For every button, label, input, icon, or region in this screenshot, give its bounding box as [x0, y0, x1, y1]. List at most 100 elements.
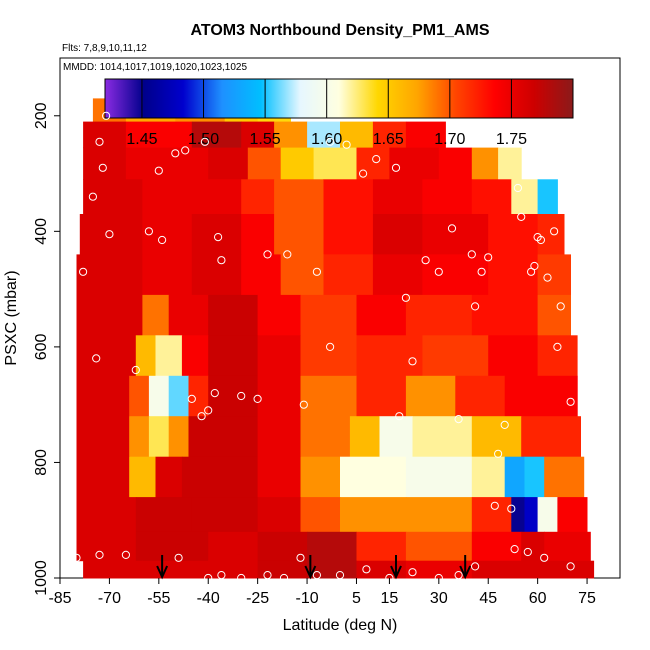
heatmap-cell — [471, 179, 512, 215]
down-arrow-icon — [156, 555, 169, 580]
heatmap-cell — [168, 294, 209, 336]
heatmap-cell — [471, 294, 539, 336]
heatmap-cell — [191, 179, 242, 215]
heatmap-cell — [257, 497, 301, 533]
heatmap-cell — [372, 179, 423, 215]
heatmap-cell — [208, 335, 259, 377]
heatmap-cell — [83, 179, 143, 215]
heatmap-cell — [241, 121, 275, 149]
heatmap-cell — [389, 147, 440, 180]
heatmap-cell — [405, 456, 473, 498]
heatmap-cell — [323, 254, 374, 296]
sample-point — [391, 163, 401, 172]
heatmap-cell — [524, 497, 539, 533]
heatmap-cell — [307, 531, 357, 562]
heatmap-cell — [372, 121, 407, 149]
x-tick-label: 5 — [352, 590, 361, 607]
x-tick-label: -70 — [98, 590, 121, 607]
heatmap-cell — [76, 375, 130, 417]
x-axis: -85 -70 -55 -40 -25 -10 5 15 30 45 60 75 — [48, 578, 596, 607]
sample-point — [335, 571, 345, 580]
colorbar-tick-label: 1.70 — [434, 131, 465, 148]
heatmap-cell — [257, 416, 301, 458]
heatmap-cell — [422, 179, 473, 215]
heatmap-cell — [405, 531, 473, 562]
sample-point — [471, 302, 480, 311]
heatmap-cell — [356, 531, 407, 562]
heatmap-cell — [155, 456, 183, 498]
sample-point — [536, 235, 546, 245]
sample-point — [237, 573, 246, 583]
heatmap-cell — [372, 254, 423, 296]
heatmap-cell — [323, 214, 374, 255]
sample-point — [72, 553, 81, 562]
sample-point — [559, 175, 569, 184]
sample-point — [253, 394, 262, 403]
heatmap-cell — [340, 497, 407, 533]
x-tick-label: -10 — [295, 590, 318, 607]
heatmap-cell — [405, 497, 473, 533]
heatmap-cell — [129, 375, 150, 417]
sample-point — [121, 550, 131, 560]
heatmap-cell — [129, 456, 157, 498]
heatmap-cell — [537, 335, 578, 377]
sample-point — [359, 169, 368, 178]
heatmap-cell — [488, 214, 539, 255]
heatmap-cell — [135, 531, 209, 562]
heatmap-cell — [356, 294, 407, 336]
heatmap-cell — [307, 121, 341, 149]
heatmap-cell — [208, 294, 259, 336]
x-tick-label: 15 — [381, 590, 399, 607]
sample-point — [299, 400, 308, 409]
sample-point — [494, 449, 503, 458]
heatmap-cell — [257, 456, 301, 498]
sample-point — [533, 163, 542, 172]
sample-point — [312, 571, 321, 580]
heatmap-cell — [356, 335, 423, 377]
sample-point — [98, 163, 107, 172]
heatmap-cell — [372, 214, 423, 255]
heatmap-cell — [168, 416, 189, 458]
heatmap-cell — [300, 335, 357, 377]
colorbar-tick-label: 1.55 — [250, 131, 281, 148]
heatmap-cell — [340, 121, 374, 149]
heatmap-cell — [521, 416, 581, 458]
heatmap-cell — [241, 214, 275, 255]
heatmap-cell — [471, 531, 522, 562]
heatmap-cell — [208, 531, 259, 562]
sample-point — [573, 244, 582, 253]
heatmap-cell — [191, 214, 242, 255]
heatmap-cell — [537, 560, 595, 579]
heatmap-cell — [274, 179, 324, 215]
heatmap-cell — [257, 335, 301, 377]
sample-point — [543, 273, 552, 282]
heatmap-cell — [471, 147, 499, 180]
sample-point — [401, 293, 410, 302]
heatmap-cell — [521, 531, 545, 562]
heatmap-cell — [405, 294, 473, 336]
heatmap-cell — [537, 179, 558, 215]
y-tick-label: 400 — [33, 218, 50, 245]
heatmap-cell — [155, 335, 183, 377]
heatmap-cell — [471, 497, 512, 533]
sample-point — [214, 233, 223, 242]
sample-point — [158, 235, 167, 245]
x-tick-label: 30 — [430, 590, 448, 607]
heatmap-cell — [125, 147, 209, 180]
sample-point — [434, 267, 443, 276]
heatmap-cell — [349, 416, 380, 458]
colorbar-tick-label: 1.50 — [188, 131, 219, 148]
sample-point — [312, 267, 321, 276]
sample-point — [490, 501, 499, 510]
sample-point — [296, 553, 305, 562]
heatmap-cell — [76, 294, 143, 336]
heatmap-cell — [537, 294, 571, 336]
sample-point — [279, 573, 289, 583]
heatmap-cell — [142, 294, 170, 336]
sample-point — [131, 365, 140, 375]
sample-point — [79, 267, 88, 276]
heatmap-cell — [504, 375, 578, 417]
heatmap-cell — [257, 294, 301, 336]
sample-point — [540, 553, 549, 562]
